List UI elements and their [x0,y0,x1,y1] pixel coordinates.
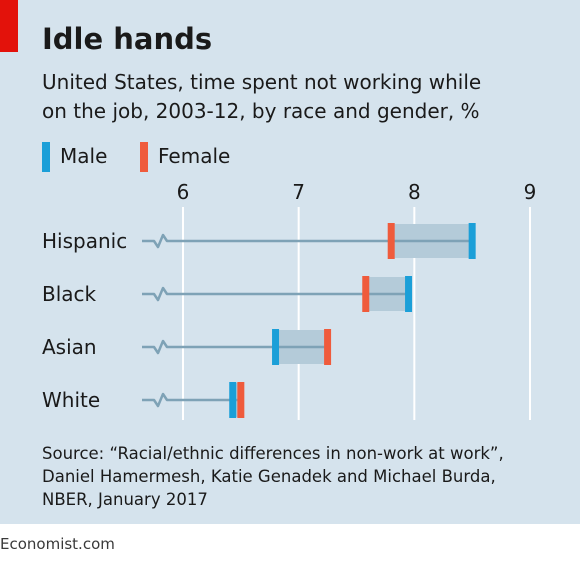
category-label-hispanic: Hispanic [42,229,127,253]
dumbbell-chart: 6 7 8 9 Hispanic Black Asian White [42,180,537,420]
male-marker-black [405,276,413,312]
axis-break-black [142,286,170,302]
axis-break-white [142,392,170,408]
source-line-1: Source: “Racial/ethnic differences in no… [42,444,504,463]
source-note: Source: “Racial/ethnic differences in no… [42,442,504,511]
x-tick-label-8: 8 [408,180,421,204]
legend-label-male: Male [60,144,108,168]
x-tick-label-6: 6 [177,180,190,204]
chart-subtitle: United States, time spent not working wh… [42,68,562,126]
chart-panel [0,0,580,524]
economist-brand: Economist.com [0,535,115,553]
category-label-black: Black [42,282,97,306]
legend-label-female: Female [158,144,231,168]
legend-swatch-male [42,142,50,172]
subtitle-line-1: United States, time spent not working wh… [42,70,482,94]
female-marker-black [362,276,370,312]
male-marker-asian [272,329,280,365]
male-marker-hispanic [468,223,476,259]
female-marker-hispanic [387,223,395,259]
axis-break-asian [142,339,170,355]
subtitle-line-2: on the job, 2003-12, by race and gender,… [42,99,480,123]
x-tick-label-7: 7 [292,180,305,204]
x-tick-label-9: 9 [524,180,537,204]
source-line-3: NBER, January 2017 [42,490,208,509]
chart-title: Idle hands [42,22,213,56]
female-marker-asian [324,329,332,365]
female-marker-white [237,382,245,418]
brand-red-tag [0,0,18,52]
axis-break-hispanic [142,233,170,249]
category-label-asian: Asian [42,335,97,359]
legend-swatch-female [140,142,148,172]
category-label-white: White [42,388,100,412]
source-line-2: Daniel Hamermesh, Katie Genadek and Mich… [42,467,496,486]
male-marker-white [229,382,237,418]
